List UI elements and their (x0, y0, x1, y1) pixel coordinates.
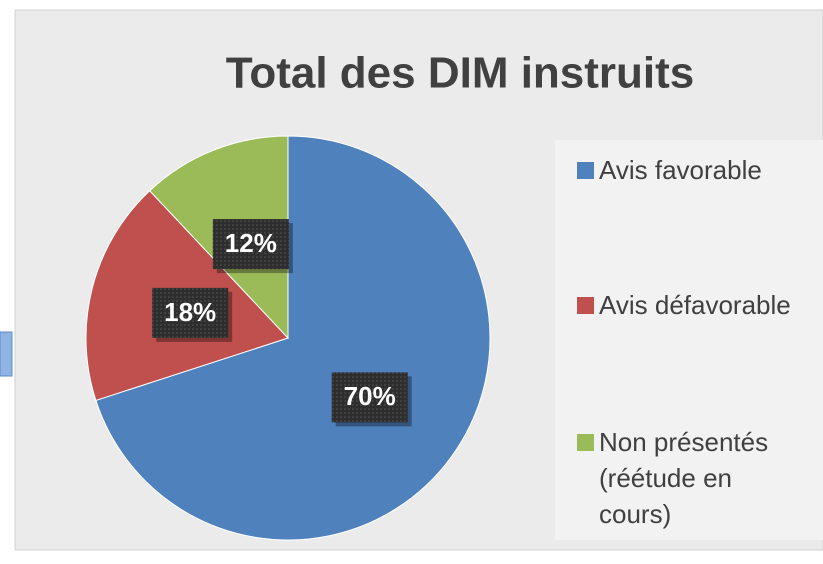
legend-item: Avis favorable (577, 152, 817, 188)
legend-label: Avis défavorable (599, 290, 791, 320)
legend-key (577, 162, 594, 179)
legend-label: Avis favorable (599, 155, 762, 185)
data-label: 12% (225, 228, 277, 258)
legend-key (577, 297, 594, 314)
arrow-fragment (0, 331, 13, 377)
chart-title: Total des DIM instruits (226, 49, 695, 98)
legend-item: Avis défavorable (577, 287, 817, 323)
data-label-box (152, 287, 229, 338)
data-labels: 70% 18% 12% (152, 219, 412, 427)
legend-item: Non présentés (réétude en cours) (577, 424, 817, 532)
data-label-box (331, 372, 408, 423)
pie-slice (95, 135, 491, 541)
data-label-box (212, 219, 289, 270)
legend-label: Non présentés (réétude en cours) (599, 427, 769, 529)
data-label: 70% (344, 381, 396, 411)
pie (85, 135, 491, 541)
legend-key (577, 434, 594, 451)
legend-area (555, 140, 823, 540)
data-label: 18% (164, 297, 216, 327)
